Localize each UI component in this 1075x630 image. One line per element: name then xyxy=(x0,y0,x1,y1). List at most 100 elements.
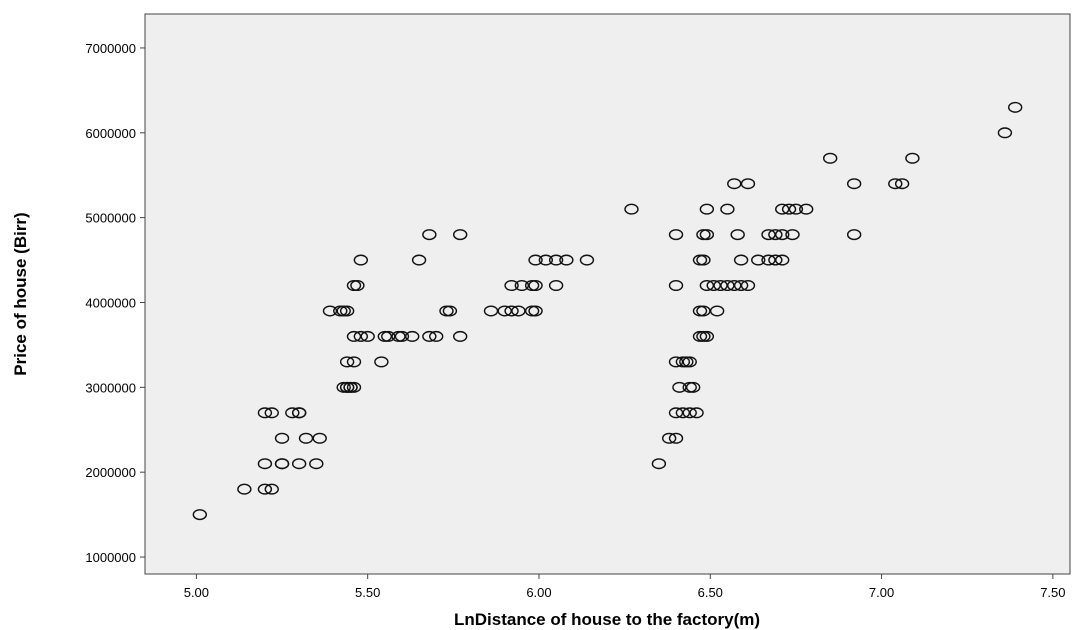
scatter-point xyxy=(381,330,396,342)
x-tick-label: 5.00 xyxy=(184,585,209,600)
scatter-point xyxy=(264,407,279,419)
y-axis: 1000000 2000000 3000000 4000000 5000000 60000… xyxy=(85,41,145,565)
scatter-point xyxy=(740,178,756,190)
scatter-point xyxy=(548,280,564,292)
scatter-point xyxy=(727,280,742,292)
scatter-point xyxy=(775,254,790,266)
scatter-point xyxy=(339,356,355,368)
scatter-point xyxy=(442,305,458,317)
scatter-point xyxy=(353,254,369,266)
scatter-point xyxy=(720,203,735,215)
y-tick-label: 4000000 xyxy=(85,295,136,310)
x-tick-label: 5.50 xyxy=(355,585,380,600)
scatter-point xyxy=(548,254,564,266)
scatter-point xyxy=(511,305,526,317)
scatter-point xyxy=(405,330,420,342)
scatter-point xyxy=(713,280,728,292)
plot-area xyxy=(144,13,1071,575)
scatter-point xyxy=(483,305,499,317)
scatter-point xyxy=(274,432,290,444)
scatter-point xyxy=(685,381,701,393)
scatter-point xyxy=(514,280,530,292)
y-axis-title: Price of house (Birr) xyxy=(11,212,30,375)
scatter-point xyxy=(291,407,307,419)
scatter-point xyxy=(699,203,715,215)
scatter-point xyxy=(346,356,362,368)
scatter-point xyxy=(699,330,715,342)
scatter-point xyxy=(682,407,697,419)
scatter-point xyxy=(374,356,389,368)
scatter-point xyxy=(285,407,300,419)
scatter-point xyxy=(353,330,369,342)
scatter-point xyxy=(799,203,814,215)
scatter-point xyxy=(672,381,687,393)
scatter-point xyxy=(661,432,677,444)
y-tick-label: 3000000 xyxy=(85,380,136,395)
y-tick-label: 5000000 xyxy=(85,211,136,226)
scatter-point xyxy=(422,229,437,241)
scatter-point xyxy=(781,203,797,215)
scatter-point xyxy=(699,229,715,241)
y-tick-label: 7000000 xyxy=(85,41,136,56)
scatter-point xyxy=(237,483,252,495)
scatter-point xyxy=(346,330,362,342)
scatter-point xyxy=(257,483,273,495)
scatter-point xyxy=(668,280,684,292)
scatter-point xyxy=(322,305,338,317)
scatter-point xyxy=(350,280,365,292)
x-tick-label: 6.00 xyxy=(526,585,551,600)
scatter-point xyxy=(452,330,468,342)
x-tick-label: 6.50 xyxy=(698,585,723,600)
scatter-point xyxy=(846,229,862,241)
scatter-point xyxy=(452,229,468,241)
scatter-point xyxy=(668,407,684,419)
scatter-point xyxy=(257,407,273,419)
data-points xyxy=(192,101,1023,521)
scatter-point xyxy=(768,229,783,241)
scatter-point xyxy=(788,203,804,215)
scatter-point xyxy=(733,254,749,266)
scatter-point xyxy=(624,203,639,215)
scatter-point xyxy=(291,458,307,470)
scatter-point xyxy=(740,280,756,292)
scatter-point xyxy=(727,178,742,190)
x-tick-label: 7.00 xyxy=(869,585,894,600)
scatter-point xyxy=(394,330,410,342)
scatter-point xyxy=(528,280,543,292)
scatter-point xyxy=(894,178,910,190)
scatter-point xyxy=(775,229,790,241)
scatter-point xyxy=(905,152,920,164)
scatter-point xyxy=(497,305,512,317)
scatter-point xyxy=(298,432,314,444)
scatter-point xyxy=(257,458,273,470)
scatter-point xyxy=(312,432,327,444)
y-tick-label: 2000000 xyxy=(85,465,136,480)
scatter-point xyxy=(429,330,444,342)
x-axis-title: LnDistance of house to the factory(m) xyxy=(454,610,760,629)
scatter-point xyxy=(192,509,208,521)
scatter-point xyxy=(689,407,704,419)
scatter-point xyxy=(528,254,543,266)
scatter-point xyxy=(668,356,684,368)
x-axis: 5.00 5.50 6.00 6.50 7.00 7.50 xyxy=(184,574,1066,600)
scatter-point xyxy=(675,407,691,419)
x-tick-label: 7.50 xyxy=(1040,585,1065,600)
scatter-point xyxy=(768,254,783,266)
scatter-point xyxy=(709,305,725,317)
scatter-point xyxy=(682,356,697,368)
scatter-point xyxy=(733,280,749,292)
scatter-point xyxy=(668,229,684,241)
scatter-point xyxy=(846,178,862,190)
scatter-point xyxy=(339,305,355,317)
y-tick-label: 6000000 xyxy=(85,126,136,141)
scatter-point xyxy=(411,254,427,266)
scatter-point xyxy=(668,432,684,444)
scatter-point xyxy=(699,280,715,292)
scatter-point xyxy=(504,305,519,317)
scatter-point xyxy=(579,254,595,266)
y-tick-label: 1000000 xyxy=(85,550,136,565)
scatter-point xyxy=(274,458,290,470)
scatter-point xyxy=(651,458,667,470)
scatter-point xyxy=(528,305,543,317)
